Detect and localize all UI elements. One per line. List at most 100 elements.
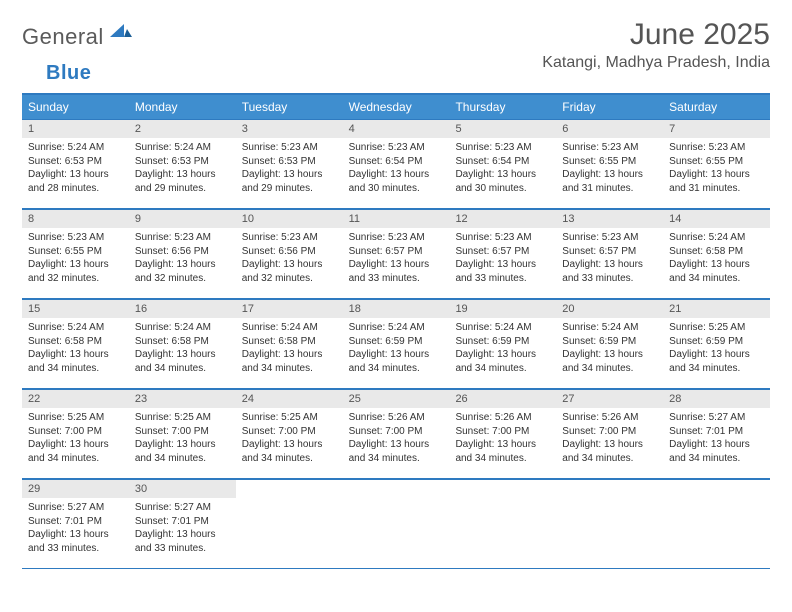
sunrise-line: Sunrise: 5:24 AM xyxy=(242,321,337,335)
day-number: 18 xyxy=(343,300,450,318)
sunrise-line: Sunrise: 5:23 AM xyxy=(562,231,657,245)
day-number: 13 xyxy=(556,210,663,228)
calendar-cell: 9Sunrise: 5:23 AMSunset: 6:56 PMDaylight… xyxy=(129,210,236,298)
week-row: 15 Sunrise: 5:24 AMSunset: 6:58 PMDayligh… xyxy=(22,299,770,389)
daylight-line: Daylight: 13 hours and 34 minutes. xyxy=(242,438,337,465)
sunrise-line: Sunrise: 5:24 AM xyxy=(669,231,764,245)
day-body: Sunrise: 5:23 AMSunset: 6:55 PMDaylight:… xyxy=(22,228,129,291)
calendar-cell: 15Sunrise: 5:24 AMSunset: 6:58 PMDayligh… xyxy=(22,300,129,388)
week-row: 8Sunrise: 5:23 AMSunset: 6:55 PMDaylight… xyxy=(22,209,770,299)
daylight-line: Daylight: 13 hours and 29 minutes. xyxy=(135,168,230,195)
sunrise-line: Sunrise: 5:27 AM xyxy=(135,501,230,515)
sunrise-line: Sunrise: 5:24 AM xyxy=(562,321,657,335)
day-number: 27 xyxy=(556,390,663,408)
day-body: Sunrise: 5:23 AMSunset: 6:56 PMDaylight:… xyxy=(129,228,236,291)
calendar-cell: 13Sunrise: 5:23 AMSunset: 6:57 PMDayligh… xyxy=(556,210,663,298)
day-number: 22 xyxy=(22,390,129,408)
day-number: 8 xyxy=(22,210,129,228)
logo: General xyxy=(22,24,134,50)
day-body: Sunrise: 5:24 AMSunset: 6:59 PMDaylight:… xyxy=(343,318,450,381)
day-number: 5 xyxy=(449,120,556,138)
day-number: 20 xyxy=(556,300,663,318)
daylight-line: Daylight: 13 hours and 34 minutes. xyxy=(349,348,444,375)
sunset-line: Sunset: 6:56 PM xyxy=(135,245,230,259)
calendar-cell: 14Sunrise: 5:24 AMSunset: 6:58 PMDayligh… xyxy=(663,210,770,298)
daylight-line: Daylight: 13 hours and 29 minutes. xyxy=(242,168,337,195)
daylight-line: Daylight: 13 hours and 33 minutes. xyxy=(28,528,123,555)
sunset-line: Sunset: 6:54 PM xyxy=(349,155,444,169)
daylight-line: Daylight: 13 hours and 32 minutes. xyxy=(135,258,230,285)
calendar-cell: 6Sunrise: 5:23 AMSunset: 6:55 PMDaylight… xyxy=(556,120,663,208)
day-body: Sunrise: 5:24 AMSunset: 6:59 PMDaylight:… xyxy=(449,318,556,381)
day-number: 6 xyxy=(556,120,663,138)
daylight-line: Daylight: 13 hours and 32 minutes. xyxy=(242,258,337,285)
sunset-line: Sunset: 7:00 PM xyxy=(349,425,444,439)
daylight-line: Daylight: 13 hours and 32 minutes. xyxy=(28,258,123,285)
day-body: Sunrise: 5:25 AMSunset: 7:00 PMDaylight:… xyxy=(22,408,129,471)
day-number: 7 xyxy=(663,120,770,138)
dayhead-sunday: Sunday xyxy=(22,95,129,119)
daylight-line: Daylight: 13 hours and 30 minutes. xyxy=(455,168,550,195)
calendar-cell: 30Sunrise: 5:27 AMSunset: 7:01 PMDayligh… xyxy=(129,480,236,568)
week-row: 29Sunrise: 5:27 AMSunset: 7:01 PMDayligh… xyxy=(22,479,770,569)
sunrise-line: Sunrise: 5:25 AM xyxy=(135,411,230,425)
day-number: 12 xyxy=(449,210,556,228)
dayhead-thursday: Thursday xyxy=(449,95,556,119)
calendar-cell: 3Sunrise: 5:23 AMSunset: 6:53 PMDaylight… xyxy=(236,120,343,208)
logo-word2: Blue xyxy=(46,62,91,84)
day-body: Sunrise: 5:23 AMSunset: 6:53 PMDaylight:… xyxy=(236,138,343,201)
calendar-cell: 1Sunrise: 5:24 AMSunset: 6:53 PMDaylight… xyxy=(22,120,129,208)
day-number: 28 xyxy=(663,390,770,408)
week-row: 1Sunrise: 5:24 AMSunset: 6:53 PMDaylight… xyxy=(22,119,770,209)
sunrise-line: Sunrise: 5:25 AM xyxy=(669,321,764,335)
daylight-line: Daylight: 13 hours and 33 minutes. xyxy=(349,258,444,285)
daylight-line: Daylight: 13 hours and 34 minutes. xyxy=(135,348,230,375)
sunrise-line: Sunrise: 5:23 AM xyxy=(669,141,764,155)
calendar-cell-empty xyxy=(343,480,450,568)
day-number: 15 xyxy=(22,300,129,318)
day-body: Sunrise: 5:24 AMSunset: 6:58 PMDaylight:… xyxy=(236,318,343,381)
day-body: Sunrise: 5:23 AMSunset: 6:54 PMDaylight:… xyxy=(449,138,556,201)
day-body: Sunrise: 5:24 AMSunset: 6:53 PMDaylight:… xyxy=(22,138,129,201)
day-body: Sunrise: 5:24 AMSunset: 6:53 PMDaylight:… xyxy=(129,138,236,201)
sunrise-line: Sunrise: 5:26 AM xyxy=(562,411,657,425)
calendar-cell: 25Sunrise: 5:26 AMSunset: 7:00 PMDayligh… xyxy=(343,390,450,478)
sunset-line: Sunset: 6:59 PM xyxy=(349,335,444,349)
week-row: 22Sunrise: 5:25 AMSunset: 7:00 PMDayligh… xyxy=(22,389,770,479)
daylight-line: Daylight: 13 hours and 31 minutes. xyxy=(562,168,657,195)
day-number: 10 xyxy=(236,210,343,228)
sunrise-line: Sunrise: 5:23 AM xyxy=(455,231,550,245)
sunrise-line: Sunrise: 5:26 AM xyxy=(455,411,550,425)
day-number: 1 xyxy=(22,120,129,138)
sunrise-line: Sunrise: 5:24 AM xyxy=(349,321,444,335)
calendar-cell-empty xyxy=(556,480,663,568)
sunrise-line: Sunrise: 5:23 AM xyxy=(349,141,444,155)
sunset-line: Sunset: 7:00 PM xyxy=(135,425,230,439)
calendar-cell: 29Sunrise: 5:27 AMSunset: 7:01 PMDayligh… xyxy=(22,480,129,568)
daylight-line: Daylight: 13 hours and 34 minutes. xyxy=(28,348,123,375)
daylight-line: Daylight: 13 hours and 30 minutes. xyxy=(349,168,444,195)
calendar-cell-empty xyxy=(449,480,556,568)
sunrise-line: Sunrise: 5:24 AM xyxy=(135,321,230,335)
day-body: Sunrise: 5:23 AMSunset: 6:55 PMDaylight:… xyxy=(663,138,770,201)
sunset-line: Sunset: 6:57 PM xyxy=(562,245,657,259)
sunrise-line: Sunrise: 5:23 AM xyxy=(135,231,230,245)
day-body: Sunrise: 5:26 AMSunset: 7:00 PMDaylight:… xyxy=(449,408,556,471)
sunset-line: Sunset: 6:55 PM xyxy=(669,155,764,169)
sunrise-line: Sunrise: 5:23 AM xyxy=(242,141,337,155)
day-number: 24 xyxy=(236,390,343,408)
daylight-line: Daylight: 13 hours and 33 minutes. xyxy=(455,258,550,285)
day-body: Sunrise: 5:24 AMSunset: 6:59 PMDaylight:… xyxy=(556,318,663,381)
sunset-line: Sunset: 6:55 PM xyxy=(28,245,123,259)
calendar-cell: 10Sunrise: 5:23 AMSunset: 6:56 PMDayligh… xyxy=(236,210,343,298)
day-number: 9 xyxy=(129,210,236,228)
calendar-cell: 26Sunrise: 5:26 AMSunset: 7:00 PMDayligh… xyxy=(449,390,556,478)
calendar-cell: 20Sunrise: 5:24 AMSunset: 6:59 PMDayligh… xyxy=(556,300,663,388)
daylight-line: Daylight: 13 hours and 34 minutes. xyxy=(669,258,764,285)
sunset-line: Sunset: 6:53 PM xyxy=(28,155,123,169)
sunrise-line: Sunrise: 5:25 AM xyxy=(242,411,337,425)
sunset-line: Sunset: 6:54 PM xyxy=(455,155,550,169)
dayhead-wednesday: Wednesday xyxy=(343,95,450,119)
sunrise-line: Sunrise: 5:25 AM xyxy=(28,411,123,425)
calendar-cell: 19Sunrise: 5:24 AMSunset: 6:59 PMDayligh… xyxy=(449,300,556,388)
